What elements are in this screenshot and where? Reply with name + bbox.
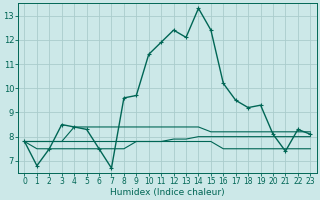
X-axis label: Humidex (Indice chaleur): Humidex (Indice chaleur) xyxy=(110,188,225,197)
